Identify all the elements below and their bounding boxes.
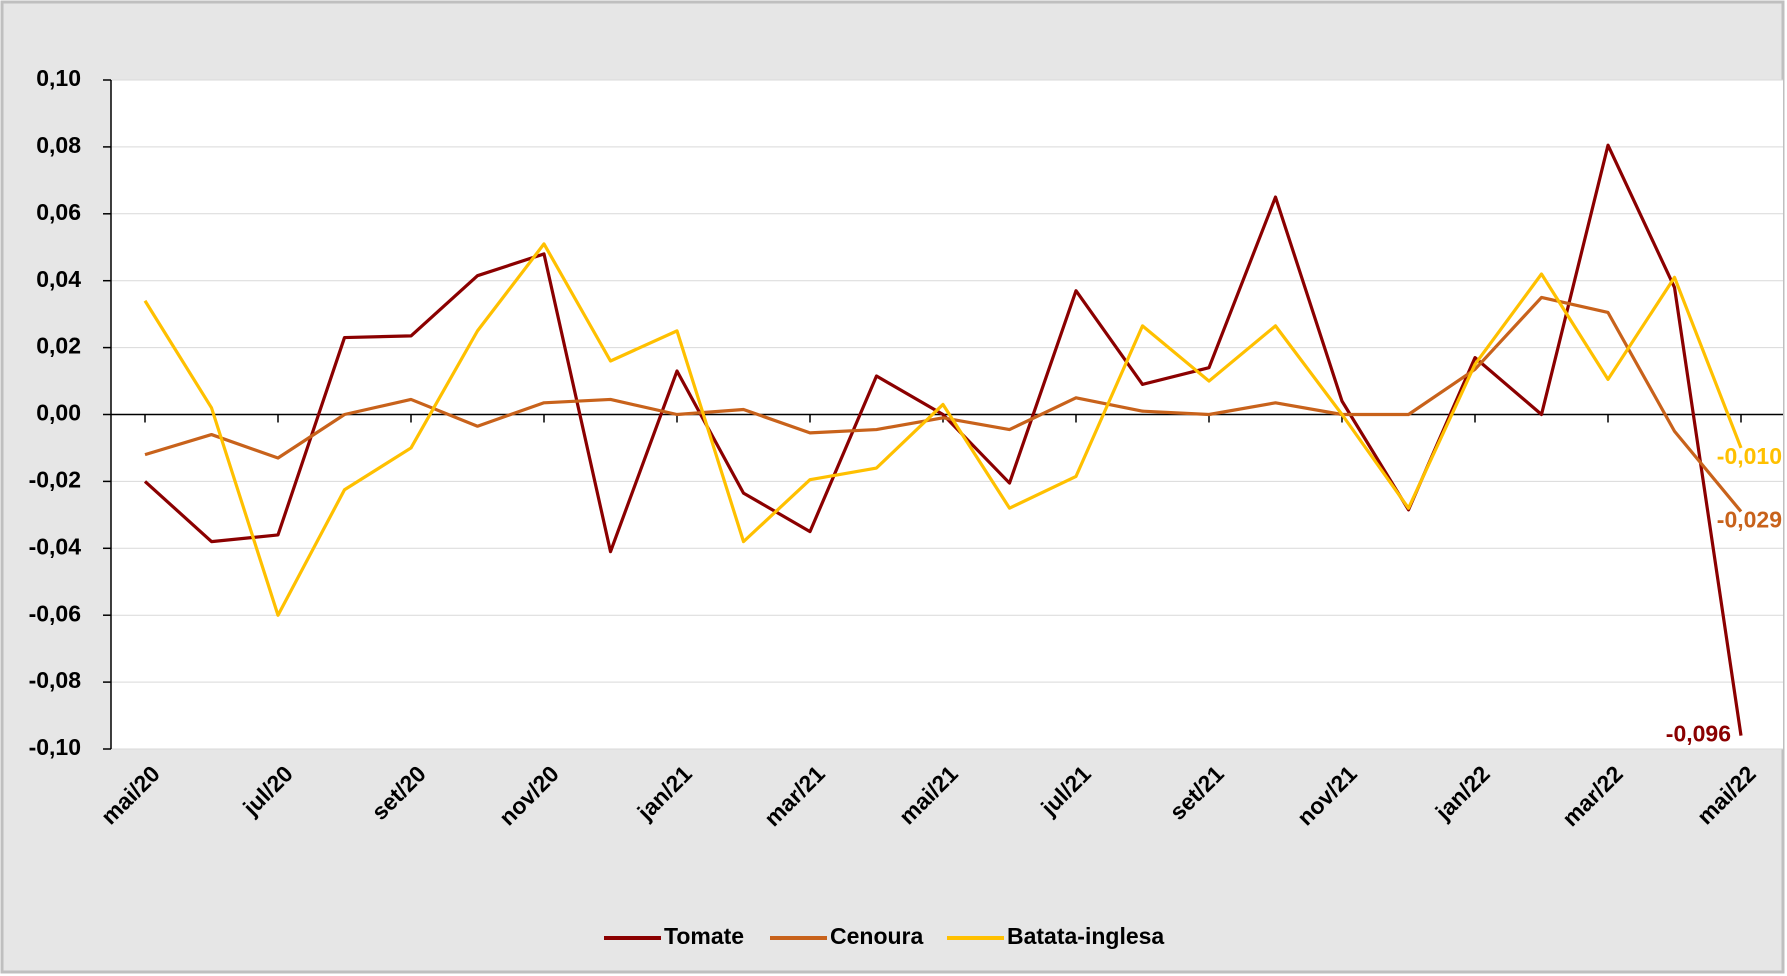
y-tick-label: 0,00 — [36, 400, 81, 426]
data-label: -0,096 — [1666, 721, 1731, 747]
y-tick-label: -0,08 — [29, 667, 82, 693]
y-tick-label: -0,04 — [29, 533, 82, 559]
legend-label: Tomate — [664, 923, 744, 949]
data-label: -0,010 — [1717, 443, 1782, 469]
series-line — [143, 143, 1743, 736]
data-label: -0,029 — [1717, 507, 1782, 533]
y-tick-label: 0,02 — [36, 333, 81, 359]
y-tick-label: 0,04 — [36, 266, 81, 292]
y-tick-label: -0,06 — [29, 600, 81, 626]
series-line — [144, 295, 1743, 513]
legend-label: Cenoura — [830, 923, 924, 949]
y-tick-label: -0,10 — [29, 734, 81, 760]
legend-label: Batata-inglesa — [1007, 923, 1164, 949]
y-tick-label: 0,10 — [36, 65, 81, 91]
y-tick-label: -0,02 — [29, 466, 81, 492]
y-tick-label: 0,08 — [36, 132, 81, 158]
series-line — [143, 242, 1743, 617]
y-tick-label: 0,06 — [36, 199, 81, 225]
